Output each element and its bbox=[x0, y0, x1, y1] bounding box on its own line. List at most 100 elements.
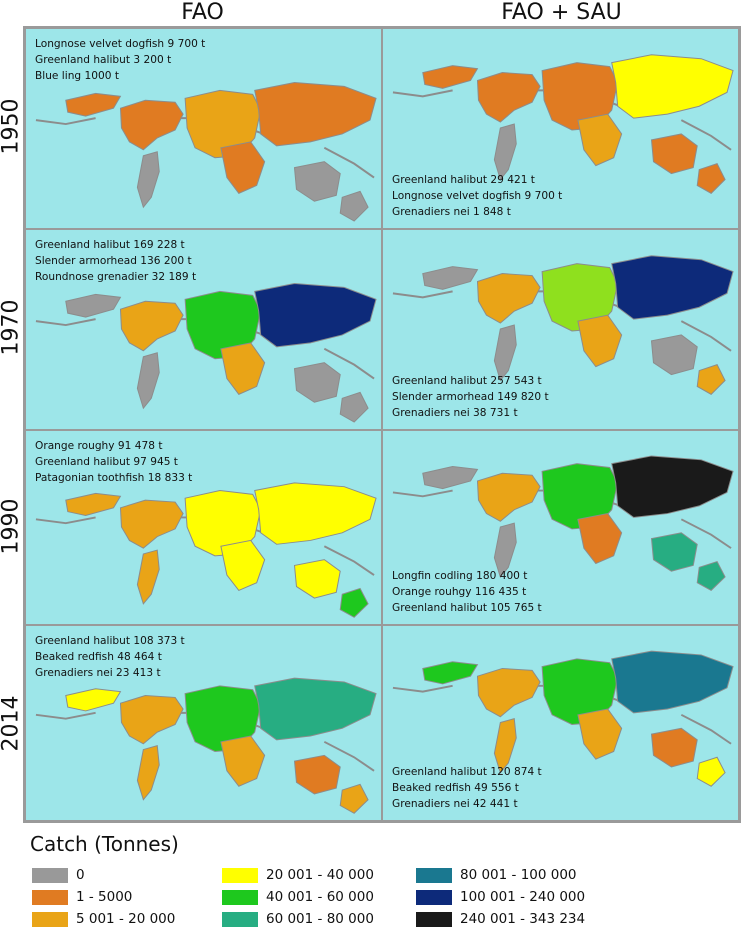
cartogram-map bbox=[392, 455, 734, 591]
region-greenland bbox=[65, 688, 122, 712]
species-catch-line: Greenland halibut 108 373 t bbox=[35, 635, 185, 647]
region-asia bbox=[611, 650, 734, 714]
species-catch-labels: Longnose velvet dogfish 9 700 t Greenland… bbox=[35, 36, 205, 84]
region-asia bbox=[254, 282, 377, 348]
legend-label: 240 001 - 343 234 bbox=[460, 911, 586, 927]
region-south-america bbox=[136, 352, 160, 410]
region-south-america bbox=[493, 324, 517, 382]
region-asia bbox=[611, 54, 734, 119]
species-catch-line: Orange rouhgy 116 435 t bbox=[392, 586, 527, 598]
region-africa bbox=[220, 342, 266, 395]
legend-label: 20 001 - 40 000 bbox=[266, 867, 374, 883]
region-greenland bbox=[65, 293, 122, 318]
region-south-america bbox=[493, 718, 517, 774]
legend-swatch bbox=[32, 867, 68, 883]
region-oceania bbox=[650, 727, 698, 768]
region-south-america bbox=[136, 745, 160, 801]
species-catch-line: Longnose velvet dogfish 9 700 t bbox=[35, 38, 206, 50]
species-catch-line: Grenadiers nei 42 441 t bbox=[392, 798, 518, 810]
species-catch-labels: Greenland halibut 120 874 t Beaked redfis… bbox=[392, 764, 542, 812]
coastline bbox=[35, 711, 375, 772]
legend-label: 0 bbox=[76, 867, 85, 883]
region-nz bbox=[339, 783, 369, 814]
region-africa bbox=[220, 141, 266, 194]
region-africa bbox=[577, 113, 623, 167]
region-greenland bbox=[65, 92, 122, 117]
row-header-1950: 1950 bbox=[0, 98, 24, 155]
legend-swatch bbox=[32, 911, 68, 927]
coastline bbox=[392, 684, 732, 745]
region-asia bbox=[254, 482, 377, 545]
region-asia bbox=[254, 81, 377, 147]
region-nz bbox=[696, 364, 726, 395]
legend-swatch bbox=[32, 889, 68, 905]
species-catch-line: Beaked redfish 49 556 t bbox=[392, 782, 519, 794]
species-catch-labels: Greenland halibut 257 543 t Slender armor… bbox=[392, 373, 549, 421]
species-catch-line: Roundnose grenadier 32 189 t bbox=[35, 271, 197, 283]
region-greenland bbox=[422, 266, 479, 290]
region-south-america bbox=[493, 123, 517, 181]
region-africa bbox=[220, 735, 266, 787]
row-header-1970: 1970 bbox=[0, 299, 24, 356]
region-asia bbox=[254, 677, 377, 741]
column-header-fao: FAO bbox=[181, 0, 224, 25]
legend-label: 100 001 - 240 000 bbox=[460, 889, 586, 905]
species-catch-labels: Greenland halibut 169 228 t Slender armor… bbox=[35, 237, 196, 285]
species-catch-line: Beaked redfish 48 464 t bbox=[35, 651, 162, 663]
region-greenland bbox=[422, 661, 479, 685]
species-catch-labels: Longfin codling 180 400 t Orange rouhgy 1… bbox=[392, 568, 542, 616]
species-catch-line: Grenadiers nei 38 731 t bbox=[392, 407, 518, 419]
legend-item: 0 bbox=[32, 866, 85, 884]
coastline bbox=[392, 290, 732, 352]
region-africa bbox=[220, 539, 266, 591]
coastline bbox=[392, 489, 732, 549]
legend-label: 60 001 - 80 000 bbox=[266, 911, 374, 927]
region-oceania bbox=[293, 754, 341, 795]
legend-label: 40 001 - 60 000 bbox=[266, 889, 374, 905]
legend-item: 240 001 - 343 234 bbox=[416, 910, 585, 928]
species-catch-line: Greenland halibut 169 228 t bbox=[35, 239, 185, 251]
coastline bbox=[392, 89, 732, 151]
region-americas bbox=[119, 499, 184, 549]
region-nz bbox=[696, 756, 726, 787]
map-grid: Longnose velvet dogfish 9 700 t Greenland… bbox=[23, 26, 741, 823]
region-nz bbox=[339, 587, 369, 618]
legend-swatch bbox=[416, 889, 452, 905]
legend-label: 1 - 5000 bbox=[76, 889, 133, 905]
region-americas bbox=[476, 273, 541, 324]
species-catch-line: Greenland halibut 97 945 t bbox=[35, 456, 178, 468]
region-americas bbox=[119, 300, 184, 352]
species-catch-line: Longfin codling 180 400 t bbox=[392, 570, 528, 582]
region-asia bbox=[611, 255, 734, 320]
species-catch-line: Greenland halibut 3 200 t bbox=[35, 54, 172, 66]
species-catch-line: Greenland halibut 29 421 t bbox=[392, 174, 535, 186]
cartogram-map bbox=[392, 650, 734, 787]
region-nz bbox=[339, 190, 369, 222]
species-catch-line: Blue ling 1000 t bbox=[35, 70, 119, 82]
column-header-fao-sau: FAO + SAU bbox=[501, 0, 622, 25]
legend-item: 100 001 - 240 000 bbox=[416, 888, 585, 906]
cartogram-map bbox=[35, 81, 377, 222]
cartogram-map bbox=[35, 282, 377, 423]
species-catch-line: Greenland halibut 120 874 t bbox=[392, 766, 542, 778]
map-panel-1970-fao: Greenland halibut 169 228 t Slender armor… bbox=[25, 229, 382, 430]
region-oceania bbox=[293, 559, 341, 599]
region-africa bbox=[577, 708, 623, 760]
legend-item: 80 001 - 100 000 bbox=[416, 866, 577, 884]
legend-label: 5 001 - 20 000 bbox=[76, 911, 176, 927]
species-catch-line: Patagonian toothfish 18 833 t bbox=[35, 472, 193, 484]
cartogram-map bbox=[35, 677, 377, 814]
coastline bbox=[35, 117, 375, 179]
region-oceania bbox=[293, 362, 341, 403]
species-catch-line: Slender armorhead 149 820 t bbox=[392, 391, 549, 403]
cartogram-map bbox=[392, 54, 734, 194]
species-catch-line: Orange roughy 91 478 t bbox=[35, 440, 163, 452]
region-oceania bbox=[650, 334, 698, 376]
species-catch-line: Slender armorhead 136 200 t bbox=[35, 255, 192, 267]
region-americas bbox=[476, 667, 541, 718]
region-south-america bbox=[136, 151, 160, 209]
region-greenland bbox=[65, 492, 122, 516]
species-catch-labels: Orange roughy 91 478 t Greenland halibut … bbox=[35, 438, 192, 486]
legend-swatch bbox=[222, 867, 258, 883]
region-africa bbox=[577, 314, 623, 368]
